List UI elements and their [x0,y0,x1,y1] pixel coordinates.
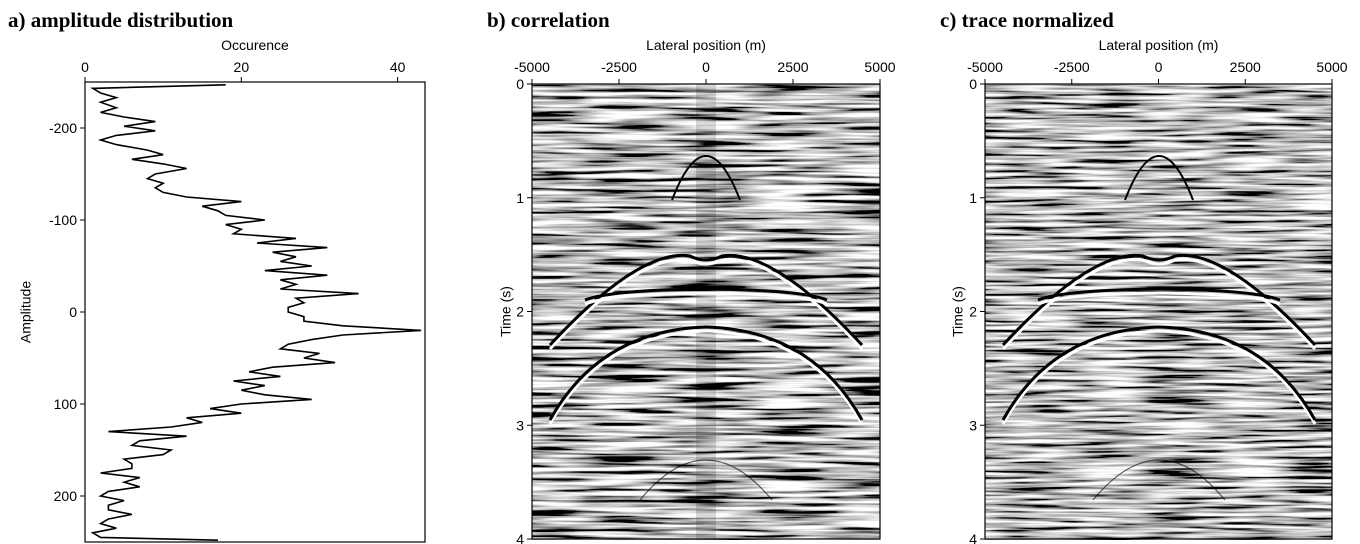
x-tick-label: 0 [1155,59,1163,75]
x-tick-label: 0 [702,59,710,75]
x-axis-label: Occurence [221,37,289,53]
x-axis-label: Lateral position (m) [646,37,766,53]
y-tick-label: 0 [69,304,77,320]
panel-title: c) trace normalized [940,8,1114,32]
y-tick-label: 4 [516,531,524,544]
y-tick-label: -200 [49,120,77,136]
y-tick-label: 3 [969,417,977,433]
x-tick-label: -2500 [601,59,637,75]
x-tick-label: 5000 [864,59,895,75]
y-tick-label: -100 [49,212,77,228]
plot-frame [84,81,426,543]
x-tick-label: 2500 [1230,59,1261,75]
y-axis-label: Amplitude [17,281,33,343]
y-tick-label: 0 [516,76,524,92]
x-tick-label: 20 [234,59,250,75]
y-tick-label: 1 [969,190,977,206]
y-axis-label: Time (s) [949,286,965,337]
y-tick-label: 4 [969,531,977,544]
panel-title: a) amplitude distribution [8,8,234,32]
x-tick-label: -5000 [514,59,550,75]
y-tick-label: 100 [54,396,78,412]
distribution-line [89,84,422,541]
x-axis-label: Lateral position (m) [1099,37,1219,53]
y-tick-label: 3 [516,417,524,433]
panel-title: b) correlation [487,8,610,32]
seismic-image-b [532,84,880,540]
x-tick-label: 5000 [1316,59,1347,75]
y-tick-label: 1 [516,190,524,206]
y-tick-label: 2 [516,304,524,320]
x-tick-label: 0 [81,59,89,75]
y-tick-label: 200 [54,488,78,504]
seismic-image-c [985,84,1332,540]
x-tick-label: 2500 [777,59,808,75]
y-tick-label: 0 [969,76,977,92]
x-tick-label: 40 [390,59,406,75]
x-tick-label: -2500 [1054,59,1090,75]
y-axis-label: Time (s) [497,286,513,337]
x-tick-label: -5000 [967,59,1003,75]
y-tick-label: 2 [969,304,977,320]
